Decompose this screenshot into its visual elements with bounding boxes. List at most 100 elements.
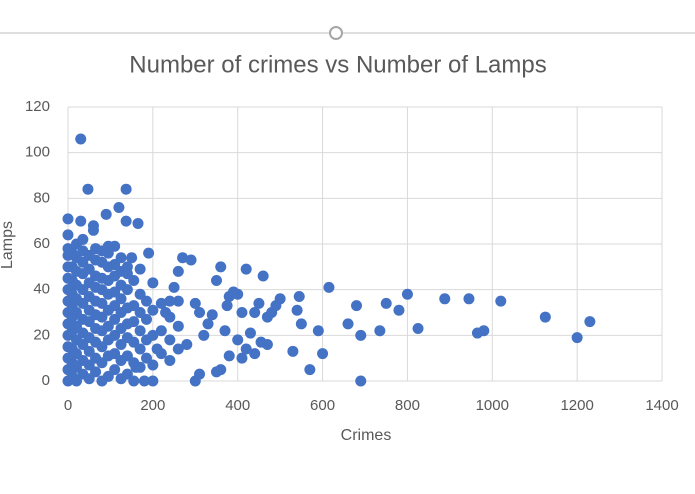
data-point — [255, 336, 267, 348]
data-point — [304, 364, 316, 376]
data-point — [181, 338, 193, 350]
x-tick-label: 1200 — [560, 397, 593, 414]
x-tick-label: 200 — [140, 397, 165, 414]
data-point — [164, 334, 176, 346]
data-point — [172, 295, 184, 307]
data-point — [128, 275, 140, 287]
data-point — [147, 277, 159, 289]
data-point — [147, 329, 159, 341]
data-point — [130, 361, 142, 373]
data-point — [249, 348, 261, 360]
data-point — [143, 247, 155, 259]
data-point — [236, 307, 248, 318]
data-point — [151, 343, 163, 355]
data-point — [463, 293, 475, 305]
data-point — [194, 307, 206, 318]
data-point — [62, 229, 74, 241]
data-point — [355, 375, 367, 387]
y-tick-label: 60 — [33, 235, 50, 252]
data-point — [134, 343, 146, 355]
x-axis-title: Crimes — [341, 427, 392, 444]
data-point — [185, 254, 197, 266]
data-point — [75, 215, 87, 227]
data-point — [115, 252, 127, 264]
data-point — [109, 364, 121, 376]
x-tick-label: 800 — [395, 397, 420, 414]
data-point — [120, 183, 132, 195]
data-point — [77, 233, 89, 245]
data-point — [295, 318, 307, 330]
data-point — [189, 375, 201, 387]
x-tick-label: 1400 — [645, 397, 678, 414]
x-tick-label: 400 — [225, 397, 250, 414]
data-point — [240, 263, 252, 275]
data-point — [401, 288, 413, 300]
data-point — [206, 309, 218, 321]
data-point — [140, 295, 152, 307]
data-point — [147, 304, 159, 316]
data-point — [293, 291, 305, 303]
data-point — [291, 304, 303, 316]
data-point — [90, 366, 102, 378]
y-tick-label: 80 — [33, 189, 50, 206]
data-point — [412, 322, 424, 334]
data-point — [215, 261, 227, 273]
data-point — [571, 332, 583, 344]
data-point — [223, 291, 235, 303]
data-point — [202, 318, 214, 330]
data-point — [62, 213, 74, 225]
data-point — [223, 350, 235, 362]
data-point — [380, 297, 392, 309]
data-point — [155, 297, 167, 309]
data-point — [155, 325, 167, 337]
data-point — [121, 261, 133, 273]
data-point — [244, 327, 256, 339]
data-point — [128, 375, 140, 387]
y-tick-label: 40 — [33, 281, 50, 298]
data-point — [249, 307, 261, 318]
data-point — [261, 311, 273, 323]
data-point — [240, 343, 252, 355]
data-point — [393, 304, 405, 316]
y-tick-label: 100 — [25, 144, 50, 161]
data-point — [211, 275, 222, 287]
data-point — [198, 329, 210, 341]
data-point — [138, 375, 150, 387]
data-point — [221, 300, 233, 312]
data-point — [232, 334, 244, 346]
data-point — [87, 224, 99, 236]
data-point — [317, 348, 329, 360]
data-point — [236, 352, 248, 364]
data-point — [132, 217, 144, 229]
data-point — [109, 240, 121, 252]
data-point — [115, 293, 127, 305]
data-point — [134, 263, 146, 275]
data-point — [100, 208, 112, 220]
data-point — [128, 316, 140, 328]
y-tick-label: 20 — [33, 326, 50, 343]
data-point — [584, 316, 596, 328]
data-point — [312, 325, 324, 337]
data-point — [215, 364, 227, 376]
data-point — [126, 252, 138, 264]
data-point — [351, 300, 363, 312]
data-point — [219, 325, 231, 337]
data-point — [113, 201, 125, 213]
data-point — [172, 320, 184, 332]
data-point — [189, 297, 201, 309]
data-point — [257, 270, 269, 282]
data-point — [495, 295, 507, 307]
y-tick-label: 0 — [42, 372, 50, 389]
data-point — [172, 265, 184, 277]
data-point — [374, 325, 386, 337]
resize-handle[interactable] — [329, 26, 343, 40]
x-tick-label: 0 — [64, 397, 72, 414]
data-point — [323, 281, 335, 293]
x-tick-label: 600 — [310, 397, 335, 414]
data-point — [147, 359, 159, 371]
data-point — [177, 252, 189, 264]
data-point — [140, 313, 152, 325]
chart-title: Number of crimes vs Number of Lamps — [129, 51, 546, 78]
data-point — [75, 133, 87, 145]
